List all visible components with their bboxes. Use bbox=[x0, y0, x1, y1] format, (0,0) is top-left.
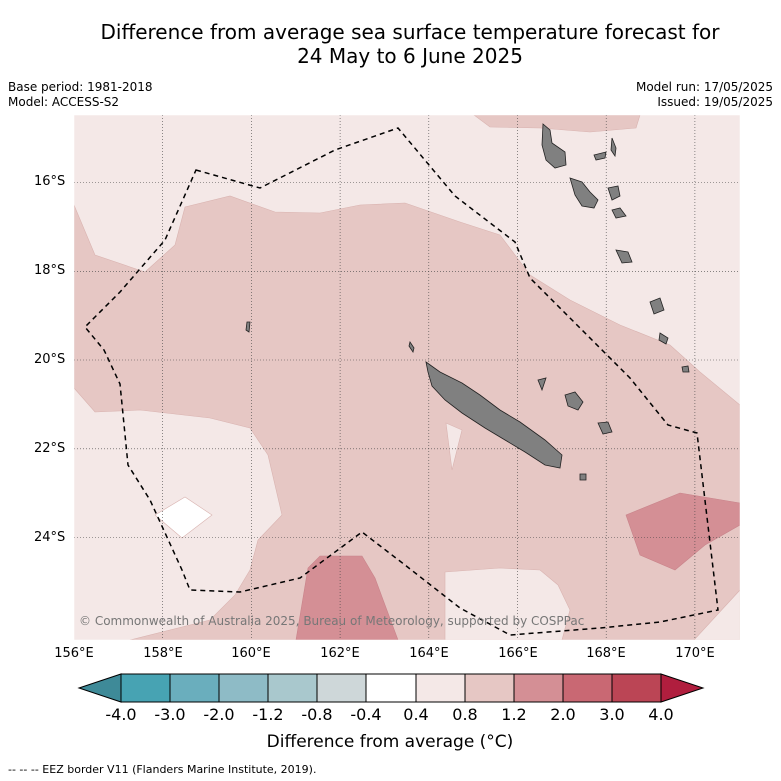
island-vanuatu-small bbox=[611, 207, 627, 219]
ocean-neutral-patch bbox=[154, 496, 213, 539]
lon-label-166e: 166°E bbox=[498, 646, 538, 661]
ocean-moderate-anomaly-north bbox=[473, 115, 641, 133]
lon-label-160e: 160°E bbox=[231, 646, 271, 661]
island-chesterfield bbox=[245, 321, 251, 333]
colorbar-bin-2 bbox=[169, 673, 220, 703]
colorbar-bin-9 bbox=[513, 673, 564, 703]
lat-label-22s: 22°S bbox=[34, 441, 66, 456]
colorbar-tick: -3.0 bbox=[154, 705, 186, 724]
island-loyalty-mare bbox=[564, 391, 584, 411]
colorbar-min-arrow bbox=[77, 673, 122, 703]
lon-label-164e: 164°E bbox=[409, 646, 449, 661]
title-line-1: Difference from average sea surface temp… bbox=[100, 20, 720, 44]
colorbar-bin-11 bbox=[611, 673, 662, 703]
model-name: Model: ACCESS-S2 bbox=[8, 95, 120, 109]
island-loyalty-ouvea bbox=[537, 377, 547, 392]
model-run: Model run: 17/05/2025 bbox=[635, 80, 773, 94]
colorbar-tick: 1.2 bbox=[501, 705, 527, 724]
copyright-text: © Commonwealth of Australia 2025, Bureau… bbox=[79, 614, 585, 628]
colorbar-tick: 0.4 bbox=[403, 705, 429, 724]
chart-title: Difference from average sea surface temp… bbox=[40, 20, 780, 68]
colorbar-tick: -0.4 bbox=[350, 705, 382, 724]
eez-border bbox=[83, 127, 719, 636]
colorbar-bin-3 bbox=[218, 673, 269, 703]
ocean-light-patch-corner bbox=[693, 589, 740, 640]
island-new-caledonia bbox=[425, 361, 563, 469]
island-vanuatu-malekula bbox=[569, 177, 599, 209]
colorbar-label: Difference from average (°C) bbox=[266, 732, 514, 752]
colorbar-tick: 3.0 bbox=[599, 705, 625, 724]
island-vanuatu-pentecost bbox=[610, 137, 617, 158]
lon-label-156e: 156°E bbox=[54, 646, 94, 661]
lat-label-20s: 20°S bbox=[34, 352, 66, 367]
colorbar-bin-8 bbox=[464, 673, 515, 703]
land bbox=[245, 123, 690, 481]
colorbar-tick: 4.0 bbox=[648, 705, 674, 724]
meta-right: Model run: 17/05/2025 Issued: 19/05/2025 bbox=[636, 80, 773, 110]
island-vanuatu-tanna bbox=[615, 249, 633, 264]
island-walpole bbox=[681, 365, 690, 373]
title-line-2: 24 May to 6 June 2025 bbox=[297, 44, 523, 68]
colorbar-bin-7 bbox=[415, 673, 466, 703]
colorbar-bin-1 bbox=[120, 673, 171, 703]
lat-label-24s: 24°S bbox=[34, 530, 66, 545]
island-vanuatu-espiritu bbox=[541, 123, 567, 169]
map-content bbox=[74, 115, 740, 640]
lat-label-16s: 16°S bbox=[34, 174, 66, 189]
ocean-light-patch-south bbox=[444, 567, 571, 640]
colorbar-tick: -0.8 bbox=[301, 705, 333, 724]
colorbar-bin-5 bbox=[316, 673, 367, 703]
colorbar-max-arrow bbox=[660, 673, 705, 703]
base-period: Base period: 1981-2018 bbox=[8, 80, 153, 94]
issued-date: Issued: 19/05/2025 bbox=[657, 95, 773, 109]
eez-footnote: -- -- -- EEZ border V11 (Flanders Marine… bbox=[8, 763, 317, 776]
island-vanuatu-ambae bbox=[593, 151, 607, 161]
ocean-warm-anomaly-south bbox=[295, 555, 399, 640]
colorbar-tick: -2.0 bbox=[203, 705, 235, 724]
ocean-warm-anomaly-east bbox=[625, 492, 740, 571]
colorbar-tick: -4.0 bbox=[105, 705, 137, 724]
island-vanuatu-efate bbox=[607, 185, 621, 201]
ocean-light-patch-center bbox=[445, 422, 463, 471]
lon-label-158e: 158°E bbox=[143, 646, 183, 661]
colorbar-tick: 2.0 bbox=[550, 705, 576, 724]
island-belep bbox=[408, 341, 415, 353]
lat-label-18s: 18°S bbox=[34, 263, 66, 278]
island-hunter bbox=[658, 332, 669, 345]
island-loyalty-lifou bbox=[597, 421, 613, 435]
map-frame bbox=[73, 114, 741, 641]
gridlines bbox=[74, 115, 740, 640]
lon-label-168e: 168°E bbox=[586, 646, 626, 661]
island-isle-of-pines bbox=[579, 473, 587, 481]
lon-label-162e: 162°E bbox=[320, 646, 360, 661]
colorbar-bin-6 bbox=[365, 673, 417, 703]
lon-label-170e: 170°E bbox=[675, 646, 715, 661]
meta-left: Base period: 1981-2018 Model: ACCESS-S2 bbox=[8, 80, 153, 110]
colorbar-bin-4 bbox=[267, 673, 318, 703]
colorbar-tick: 0.8 bbox=[452, 705, 478, 724]
ocean-moderate-anomaly bbox=[74, 195, 740, 640]
colorbar-tick: -1.2 bbox=[252, 705, 284, 724]
island-anatom bbox=[649, 297, 665, 315]
colorbar-bin-10 bbox=[562, 673, 613, 703]
